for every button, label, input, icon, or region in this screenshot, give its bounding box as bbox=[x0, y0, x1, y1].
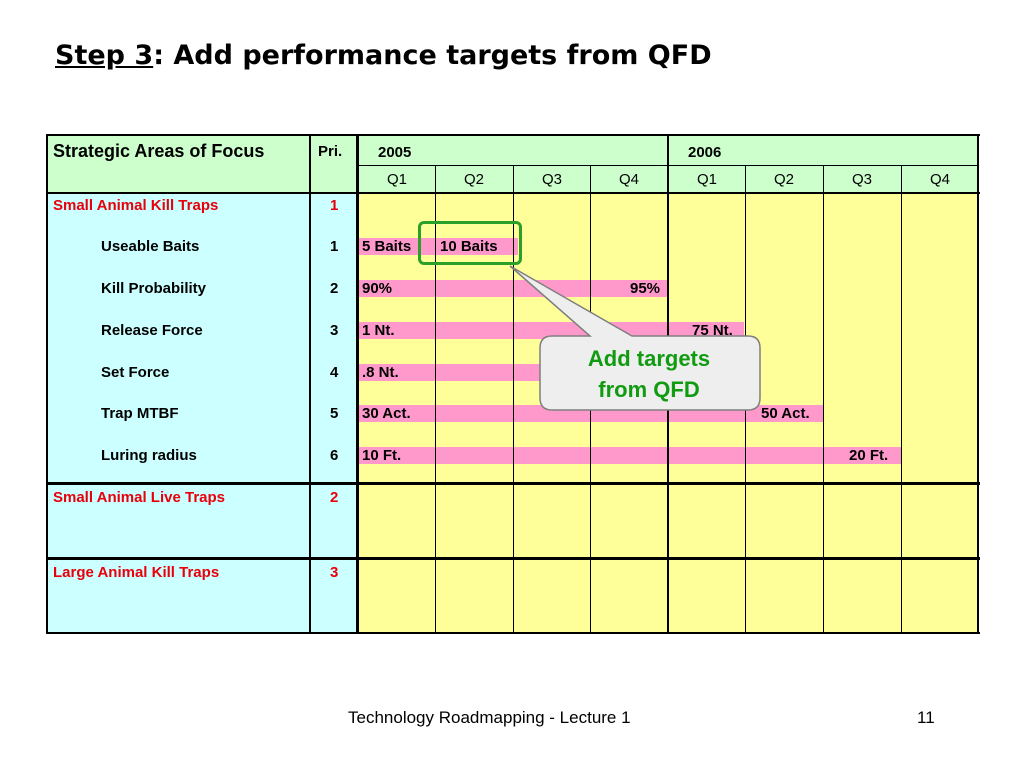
metric-priority: 2 bbox=[330, 280, 339, 297]
header-quarter: Q2 bbox=[773, 171, 794, 188]
callout-line-1: Add targets bbox=[587, 346, 711, 371]
table-border-bottom bbox=[46, 632, 980, 634]
bar-useable-baits bbox=[358, 238, 518, 255]
section-label-live-traps: Small Animal Live Traps bbox=[53, 489, 226, 506]
quarter-line-2005-q3 bbox=[513, 166, 514, 633]
quarter-line-2005-q2 bbox=[435, 166, 436, 633]
section-label-large-kill-traps: Large Animal Kill Traps bbox=[53, 564, 220, 581]
callout-bubble-shape bbox=[509, 265, 761, 411]
highlight-box bbox=[418, 221, 522, 265]
priority-grid-divider bbox=[356, 134, 359, 634]
callout-line-2: from QFD bbox=[598, 377, 700, 402]
slide-title: Step 3: Add performance targets from QFD bbox=[55, 40, 712, 71]
header-quarter: Q3 bbox=[851, 171, 872, 188]
target-value: 75 Nt. bbox=[692, 322, 733, 339]
slide-footer: Technology Roadmapping - Lecture 1 bbox=[348, 708, 631, 727]
area-priority-divider bbox=[309, 134, 311, 634]
target-value: .8 Nt. bbox=[362, 364, 399, 381]
header-quarter: Q4 bbox=[929, 171, 950, 188]
target-value: 90% bbox=[362, 280, 393, 297]
quarter-line-2006-q3 bbox=[823, 166, 824, 633]
metric-priority: 3 bbox=[330, 322, 339, 339]
header-quarter: Q2 bbox=[463, 171, 484, 188]
metric-label-set-force: Set Force bbox=[101, 364, 170, 381]
header-quarter: Q3 bbox=[541, 171, 562, 188]
callout-text: Add targets from QFD bbox=[540, 343, 758, 405]
target-value: 10 Baits bbox=[440, 238, 498, 255]
bar-luring-radius bbox=[358, 447, 901, 464]
header-quarter: Q1 bbox=[696, 171, 717, 188]
metric-label-luring-radius: Luring radius bbox=[101, 447, 197, 464]
section-priority: 1 bbox=[330, 197, 339, 214]
metric-priority: 6 bbox=[330, 447, 339, 464]
target-value: 5 Baits bbox=[362, 238, 412, 255]
table-border-right bbox=[977, 134, 979, 634]
slide-title-text: : Add performance targets from QFD bbox=[153, 40, 712, 71]
metric-priority: 5 bbox=[330, 405, 339, 422]
header-year-2006: 2006 bbox=[688, 144, 722, 161]
slide-title-step: Step 3 bbox=[55, 40, 154, 71]
header-year-2005: 2005 bbox=[378, 144, 412, 161]
header-areas-label: Strategic Areas of Focus bbox=[53, 141, 265, 161]
metric-label-release-force: Release Force bbox=[101, 322, 203, 339]
metric-label-kill-probability: Kill Probability bbox=[101, 280, 207, 297]
target-value: 1 Nt. bbox=[362, 322, 395, 339]
section-priority: 2 bbox=[330, 489, 339, 506]
target-value: 50 Act. bbox=[761, 405, 810, 422]
table-border-top bbox=[46, 134, 980, 136]
metric-priority: 4 bbox=[330, 364, 339, 381]
target-value: 30 Act. bbox=[362, 405, 411, 422]
metric-label-trap-mtbf: Trap MTBF bbox=[101, 405, 179, 422]
section-label-kill-traps: Small Animal Kill Traps bbox=[53, 197, 219, 214]
table-border-left bbox=[46, 134, 48, 634]
section-priority: 3 bbox=[330, 564, 339, 581]
metric-label-useable-baits: Useable Baits bbox=[101, 238, 200, 255]
page-number: 11 bbox=[917, 708, 935, 727]
target-value: 95% bbox=[630, 280, 661, 297]
target-value: 20 Ft. bbox=[849, 447, 889, 464]
bar-release-force bbox=[358, 322, 744, 339]
header-priority-label: Pri. bbox=[318, 143, 343, 160]
quarter-line-2006-q4 bbox=[901, 166, 902, 633]
target-value: 10 Ft. bbox=[362, 447, 402, 464]
metric-priority: 1 bbox=[330, 238, 339, 255]
header-quarter: Q4 bbox=[618, 171, 639, 188]
header-quarter: Q1 bbox=[386, 171, 407, 188]
